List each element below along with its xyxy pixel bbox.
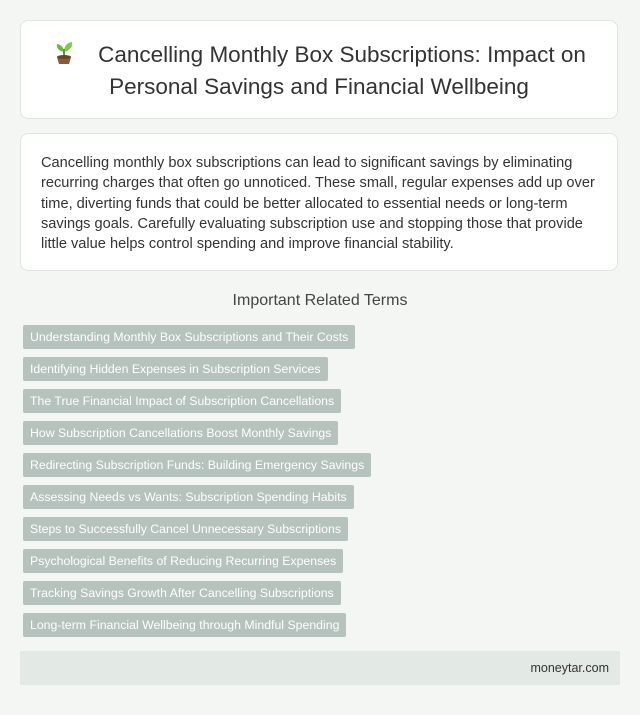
footer: moneytar.com <box>20 651 620 685</box>
sprout-icon <box>52 39 76 72</box>
related-term-label[interactable]: Understanding Monthly Box Subscriptions … <box>23 325 356 349</box>
related-terms-heading: Important Related Terms <box>232 292 408 309</box>
related-term-item[interactable]: The True Financial Impact of Subscriptio… <box>23 389 371 413</box>
related-term-label[interactable]: Psychological Benefits of Reducing Recur… <box>23 549 344 573</box>
related-term-label[interactable]: How Subscription Cancellations Boost Mon… <box>23 421 339 445</box>
related-term-item[interactable]: Psychological Benefits of Reducing Recur… <box>23 549 371 573</box>
related-term-item[interactable]: Tracking Savings Growth After Cancelling… <box>23 581 371 605</box>
title-text: Cancelling Monthly Box Subscriptions: Im… <box>98 41 586 99</box>
related-term-label[interactable]: Identifying Hidden Expenses in Subscript… <box>23 357 328 381</box>
summary-card: Cancelling monthly box subscriptions can… <box>20 133 618 271</box>
page-title: Cancelling Monthly Box Subscriptions: Im… <box>51 39 587 101</box>
related-term-item[interactable]: Identifying Hidden Expenses in Subscript… <box>23 357 371 381</box>
related-term-label[interactable]: The True Financial Impact of Subscriptio… <box>23 389 342 413</box>
related-term-item[interactable]: Redirecting Subscription Funds: Building… <box>23 453 372 477</box>
related-term-item[interactable]: Understanding Monthly Box Subscriptions … <box>23 325 371 349</box>
related-term-label[interactable]: Steps to Successfully Cancel Unnecessary… <box>23 517 348 541</box>
related-term-item[interactable]: Long-term Financial Wellbeing through Mi… <box>23 613 371 637</box>
related-term-item[interactable]: Assessing Needs vs Wants: Subscription S… <box>23 485 371 509</box>
related-terms-list: Understanding Monthly Box Subscriptions … <box>23 325 372 645</box>
related-term-label[interactable]: Redirecting Subscription Funds: Building… <box>23 453 372 477</box>
related-term-item[interactable]: Steps to Successfully Cancel Unnecessary… <box>23 517 371 541</box>
title-card: Cancelling Monthly Box Subscriptions: Im… <box>20 20 618 119</box>
footer-site-link[interactable]: moneytar.com <box>530 661 609 675</box>
related-term-label[interactable]: Tracking Savings Growth After Cancelling… <box>23 581 341 605</box>
summary-text: Cancelling monthly box subscriptions can… <box>41 155 595 253</box>
related-term-label[interactable]: Assessing Needs vs Wants: Subscription S… <box>23 485 354 509</box>
related-term-item[interactable]: How Subscription Cancellations Boost Mon… <box>23 421 371 445</box>
related-term-label[interactable]: Long-term Financial Wellbeing through Mi… <box>23 613 347 637</box>
